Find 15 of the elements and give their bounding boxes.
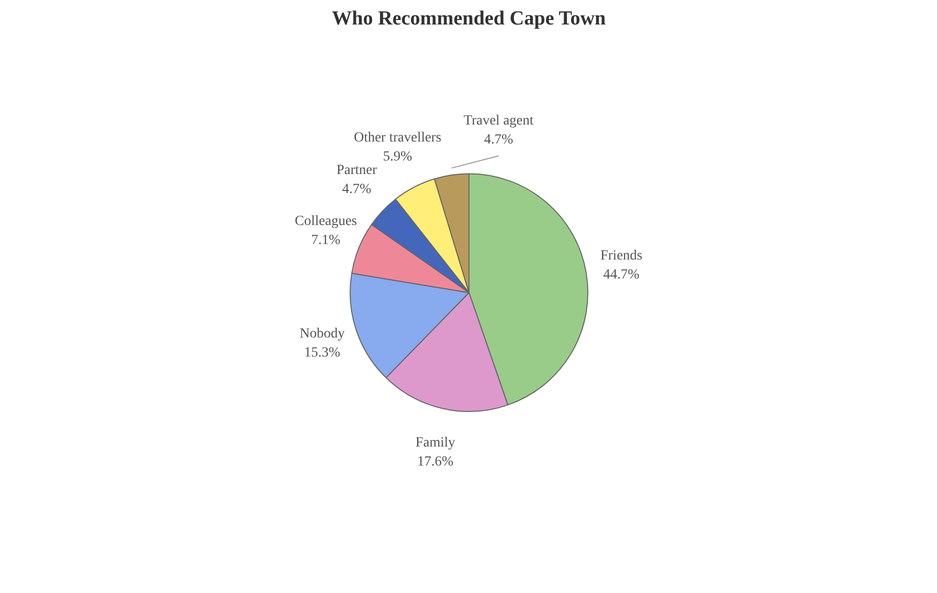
data-label: 4.7%: [342, 182, 372, 198]
slice-label: Colleagues: [294, 214, 358, 229]
data-label: 4.7%: [484, 132, 514, 148]
data-label: 17.6%: [417, 454, 454, 470]
slice-label: Travel agent: [464, 114, 534, 129]
data-label: 15.3%: [304, 346, 341, 361]
slice-label: Nobody: [300, 326, 345, 342]
data-label: 7.1%: [311, 232, 341, 248]
slice-label: Family: [415, 435, 456, 450]
slice-label: Friends: [600, 248, 642, 264]
chart-title: Who Recommended Cape Town: [332, 8, 606, 30]
data-label: 44.7%: [603, 267, 640, 282]
data-label: 5.9%: [382, 149, 412, 164]
slice-label: Partner: [336, 163, 378, 178]
slice-label: Other travellers: [354, 130, 442, 146]
